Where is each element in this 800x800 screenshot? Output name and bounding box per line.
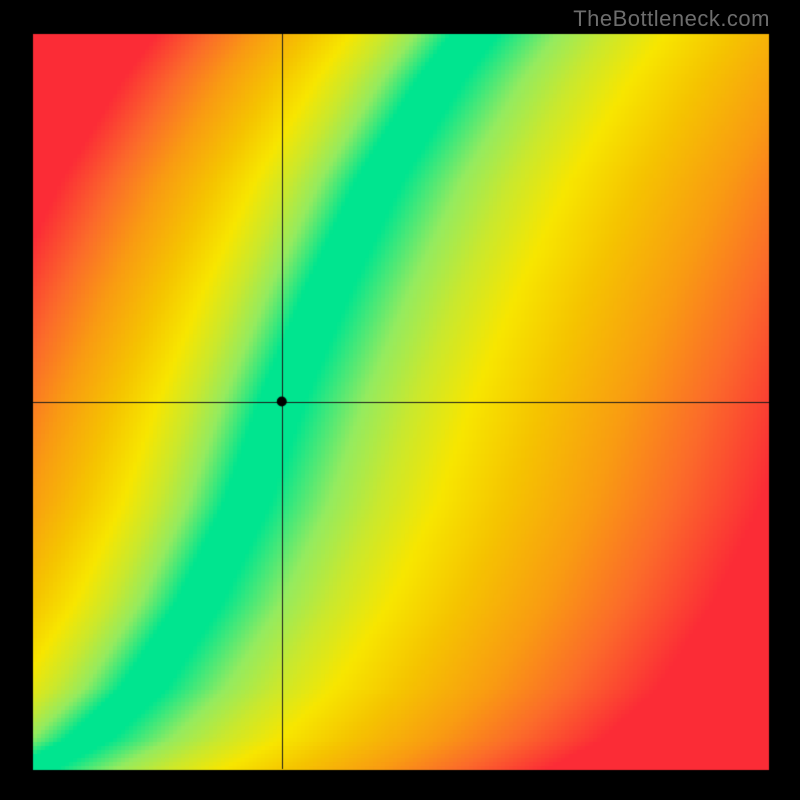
chart-stage: TheBottleneck.com: [0, 0, 800, 800]
bottleneck-heatmap-canvas: [0, 0, 800, 800]
watermark-text: TheBottleneck.com: [573, 6, 770, 32]
